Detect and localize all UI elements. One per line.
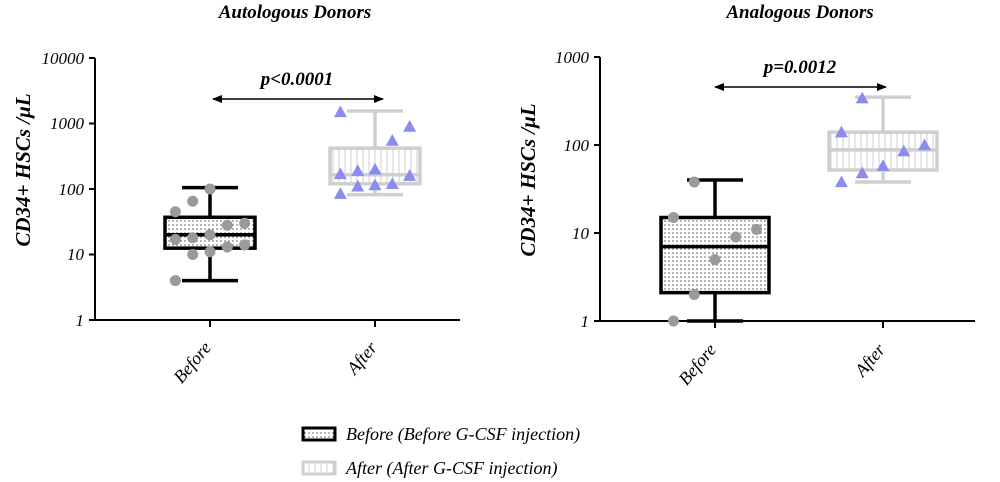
data-point xyxy=(187,232,199,244)
y-tick-label: 1 xyxy=(581,312,590,331)
data-point xyxy=(834,175,848,188)
data-point xyxy=(897,144,911,157)
data-point xyxy=(709,253,721,265)
p-value-label: p<0.0001 xyxy=(259,69,334,90)
y-axis-label: CD34+ HSCs /μL xyxy=(11,93,35,246)
legend-label-after: After (After G-CSF injection) xyxy=(345,458,557,479)
data-point xyxy=(221,241,233,253)
data-point xyxy=(368,162,382,175)
data-point xyxy=(169,275,181,287)
data-point xyxy=(187,195,199,207)
data-point xyxy=(187,249,199,260)
y-axis-label: CD34+ HSCs /μL xyxy=(516,103,540,256)
y-tick-label: 1 xyxy=(76,311,85,330)
data-point xyxy=(403,119,417,132)
data-point xyxy=(855,166,869,179)
data-point xyxy=(688,289,700,301)
y-tick-label: 100 xyxy=(59,180,85,199)
y-tick-label: 100 xyxy=(564,136,590,155)
data-point xyxy=(239,239,251,251)
data-point xyxy=(918,138,932,151)
data-point xyxy=(403,169,417,181)
x-category-label: After xyxy=(850,339,890,381)
data-point xyxy=(751,223,763,235)
y-tick-label: 1000 xyxy=(50,114,85,133)
x-category-label: After xyxy=(342,337,382,379)
y-tick-label: 10 xyxy=(572,224,590,243)
data-point xyxy=(876,159,890,172)
data-point xyxy=(368,178,382,191)
plot-marks xyxy=(163,105,422,287)
legend: Before (Before G-CSF injection) After (A… xyxy=(301,424,580,479)
p-value-label: p=0.0012 xyxy=(762,57,837,78)
data-point xyxy=(667,212,679,224)
data-point xyxy=(204,229,216,241)
legend-swatch-after xyxy=(301,460,337,476)
x-category-label: Before xyxy=(674,340,720,389)
data-point xyxy=(204,246,216,258)
data-point xyxy=(688,176,700,188)
data-point xyxy=(333,187,347,199)
data-point xyxy=(239,217,251,229)
data-point xyxy=(834,125,848,138)
data-point xyxy=(169,206,181,218)
plot-marks xyxy=(659,91,939,327)
chart-title: Autologous Donors xyxy=(218,2,372,23)
data-point xyxy=(333,167,347,180)
data-point xyxy=(385,177,399,190)
y-axis-ticks xyxy=(594,56,600,322)
chart-title: Analogous Donors xyxy=(725,2,873,23)
y-tick-label: 10 xyxy=(67,245,85,264)
data-point xyxy=(730,231,742,243)
panel-analogous: Analogous Donors CD34+ HSCs /μL 1000 100… xyxy=(516,2,975,389)
data-point xyxy=(221,219,233,231)
data-point xyxy=(333,105,347,118)
y-tick-label: 10000 xyxy=(42,49,85,68)
x-category-label: Before xyxy=(169,338,215,387)
data-point xyxy=(667,315,679,327)
data-point xyxy=(351,164,365,176)
data-point xyxy=(169,233,181,245)
y-tick-label: 1000 xyxy=(555,48,590,67)
data-point xyxy=(385,134,399,146)
data-point xyxy=(204,183,216,195)
panel-autologous: Autologous Donors CD34+ HSCs /μL 10000 1… xyxy=(11,2,460,387)
legend-swatch-before xyxy=(301,426,337,442)
legend-label-before: Before (Before G-CSF injection) xyxy=(346,424,580,445)
data-point xyxy=(855,91,869,104)
data-point xyxy=(351,179,365,192)
y-axis-ticks xyxy=(89,57,95,321)
